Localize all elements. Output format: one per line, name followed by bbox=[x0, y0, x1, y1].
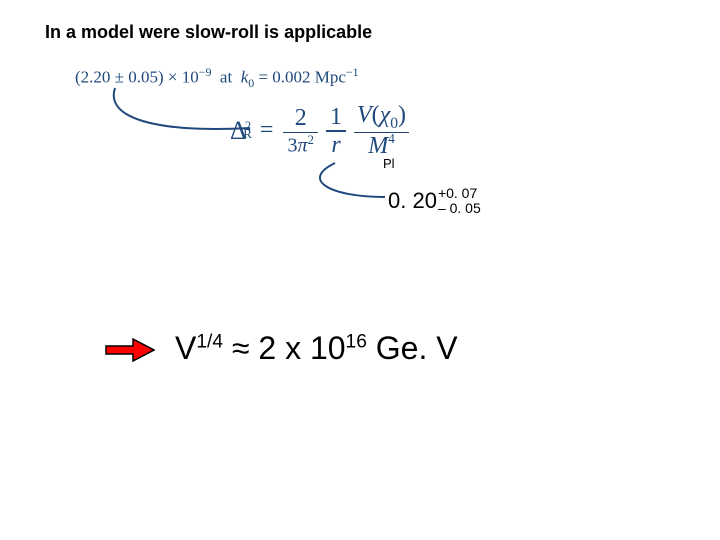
frac1-num: 2 bbox=[291, 105, 311, 131]
mpl-subscript: Pl bbox=[383, 156, 395, 171]
meas-exp: −9 bbox=[199, 65, 212, 79]
r-value-err-down: – 0. 05 bbox=[438, 201, 481, 215]
r-value-base: 0. 20 bbox=[388, 188, 437, 214]
unit-base: Mpc bbox=[315, 68, 346, 87]
result-approx: ≈ bbox=[232, 330, 250, 366]
frac3-num: V(χ0) bbox=[354, 102, 409, 132]
frac-v-over-mpl4: V(χ0) M4 bbox=[354, 102, 409, 160]
result-equation: V1/4 ≈ 2 x 1016 Ge. V bbox=[175, 330, 458, 367]
result-coef: 2 x 10 bbox=[258, 330, 345, 366]
result-exp: 16 bbox=[346, 331, 367, 352]
frac-1-over-r: 1 r bbox=[326, 104, 346, 158]
result-V: V bbox=[175, 330, 196, 366]
equals-sign: = bbox=[260, 117, 274, 144]
unit-exp: −1 bbox=[346, 65, 359, 79]
measurement-text: (2.20 ± 0.05) × 10−9 at k0 = 0.002 Mpc−1 bbox=[75, 65, 359, 91]
main-formula: Δ 2 R = 2 3π2 1 r V(χ0) M4 bbox=[230, 102, 411, 160]
delta-sub: R bbox=[243, 126, 252, 142]
slide-title: In a model were slow-roll is applicable bbox=[45, 22, 372, 43]
frac-2-over-3pi2: 2 3π2 bbox=[283, 105, 318, 157]
red-arrow-icon bbox=[105, 338, 155, 362]
meas-err: 0.05 bbox=[128, 68, 158, 87]
frac2-num: 1 bbox=[326, 104, 346, 130]
r-value-asymmetric: 0. 20 +0. 07 – 0. 05 bbox=[388, 186, 481, 215]
r-value-errors: +0. 07 – 0. 05 bbox=[438, 186, 481, 215]
k-sub: 0 bbox=[248, 76, 254, 90]
frac1-den: 3π2 bbox=[283, 133, 318, 157]
slide: In a model were slow-roll is applicable … bbox=[0, 0, 720, 540]
result-quarter: 1/4 bbox=[196, 331, 223, 352]
meas-value: 2.20 bbox=[81, 68, 111, 87]
r-value-err-up: +0. 07 bbox=[438, 186, 481, 200]
formula-lhs: Δ 2 R bbox=[230, 116, 252, 146]
frac2-den: r bbox=[327, 132, 344, 158]
result-unit: Ge. V bbox=[376, 330, 458, 366]
k0-val: 0.002 bbox=[272, 68, 310, 87]
